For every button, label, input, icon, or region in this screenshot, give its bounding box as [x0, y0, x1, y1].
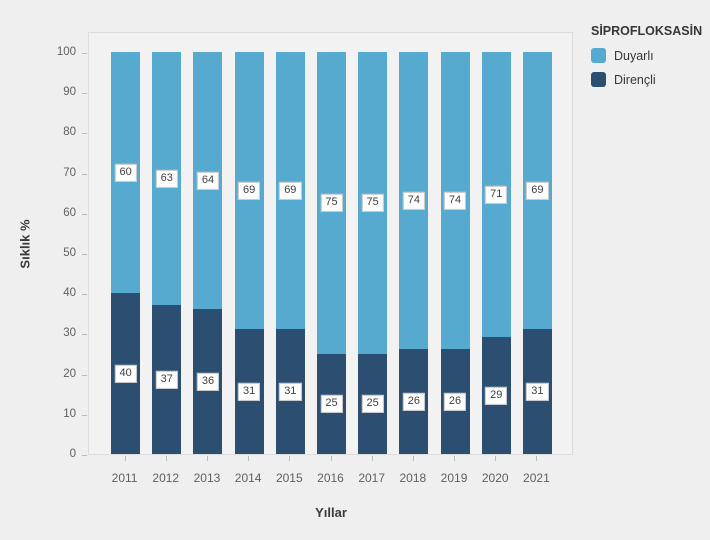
bar-value-label: 40 — [114, 364, 137, 383]
bar-value-label: 69 — [279, 181, 302, 200]
x-tick-label: 2016 — [317, 471, 344, 485]
bar-value-label: 71 — [485, 185, 508, 204]
y-tick-label: 80 — [63, 126, 76, 139]
bar-value-label: 31 — [279, 382, 302, 401]
bar-2012 — [152, 52, 182, 454]
y-tick-mark — [82, 93, 87, 95]
y-tick-label: 40 — [63, 287, 76, 300]
y-tick-mark — [82, 374, 87, 376]
legend-title: SİPROFLOKSASİN — [591, 24, 703, 38]
y-tick-mark — [82, 53, 87, 54]
legend-item-duyarli: Duyarlı — [591, 48, 702, 63]
x-tick-mark — [536, 456, 538, 461]
x-axis-title: Yıllar — [315, 505, 347, 520]
x-tick-mark — [206, 456, 208, 461]
y-tick-label: 0 — [69, 448, 76, 460]
y-tick-label: 30 — [63, 327, 76, 340]
y-tick-label: 100 — [56, 46, 76, 58]
bar-value-label: 74 — [443, 191, 467, 210]
x-tick-mark — [495, 456, 497, 461]
x-tick-mark — [289, 456, 291, 461]
y-tick-mark — [82, 213, 87, 215]
bar-value-label: 69 — [238, 181, 261, 200]
bar-value-label: 37 — [155, 370, 178, 389]
x-tick-label: 2017 — [358, 471, 386, 485]
legend-item-direncli: Dirençli — [591, 72, 702, 87]
bar-value-label: 74 — [402, 191, 425, 210]
legend-item-label: Dirençli — [614, 72, 656, 87]
bar-value-label: 29 — [485, 386, 508, 405]
y-tick-label: 20 — [63, 367, 76, 380]
y-tick-mark — [82, 455, 87, 456]
bar-value-label: 69 — [526, 181, 549, 200]
bar-value-label: 26 — [443, 392, 467, 411]
bar-value-label: 75 — [361, 193, 384, 212]
x-tick-label: 2011 — [111, 471, 138, 485]
y-tick-label: 70 — [63, 166, 76, 179]
x-tick-mark — [412, 456, 414, 461]
bar-value-label: 26 — [402, 392, 425, 411]
bar-2016 — [317, 52, 346, 454]
direncli-color-swatch — [591, 72, 606, 87]
bars-container: 40 60 37 63 36 64 31 69 31 69 25 75 25 75 26 74 26 74 29 71… — [89, 33, 572, 454]
x-tick-label: 2012 — [152, 471, 180, 485]
bar-value-label: 60 — [114, 163, 137, 182]
bar-value-label: 64 — [196, 171, 220, 190]
y-tick-label: 60 — [63, 206, 76, 219]
y-tick-label: 10 — [63, 407, 76, 420]
y-tick-mark — [82, 294, 87, 296]
x-tick-mark — [330, 456, 332, 461]
duyarli-color-swatch — [591, 48, 606, 63]
x-tick-mark — [454, 456, 456, 461]
legend-item-label: Duyarlı — [614, 48, 654, 63]
bar-value-label: 31 — [526, 382, 549, 401]
y-tick-mark — [82, 414, 87, 416]
bar-value-label: 25 — [320, 394, 343, 413]
x-tick-label: 2014 — [234, 471, 262, 485]
y-axis-title-text: Sıklık % — [17, 219, 33, 269]
x-tick-mark — [248, 456, 250, 461]
x-tick-label: 2018 — [399, 471, 427, 485]
x-tick-mark — [371, 456, 373, 461]
bar-value-label: 25 — [361, 394, 384, 413]
x-tick-label: 2020 — [481, 471, 509, 485]
bar-2011 — [111, 52, 141, 454]
bar-value-label: 63 — [155, 169, 178, 188]
x-tick-label: 2015 — [275, 471, 303, 485]
y-tick-mark — [82, 334, 87, 336]
y-tick-mark — [82, 173, 87, 175]
x-tick-mark — [165, 456, 167, 461]
plot-area: 40 60 37 63 36 64 31 69 31 69 25 75 25 75 26 74 26 74 29 71… — [88, 32, 573, 455]
bar-value-label: 36 — [196, 372, 220, 391]
bar-value-label: 31 — [238, 382, 261, 401]
y-tick-mark — [82, 133, 87, 135]
x-tick-label: 2013 — [193, 471, 221, 485]
bar-2013 — [193, 52, 223, 454]
y-tick-label: 90 — [63, 86, 76, 99]
bar-value-label: 75 — [320, 193, 343, 212]
x-tick-label: 2021 — [523, 471, 550, 485]
x-tick-label: 2019 — [440, 471, 468, 485]
y-tick-label: 50 — [63, 247, 76, 259]
bar-2017 — [358, 52, 388, 454]
x-tick-mark — [124, 456, 126, 461]
y-tick-mark — [82, 254, 87, 255]
legend: SİPROFLOKSASİN Duyarlı Dirençli — [591, 24, 702, 96]
